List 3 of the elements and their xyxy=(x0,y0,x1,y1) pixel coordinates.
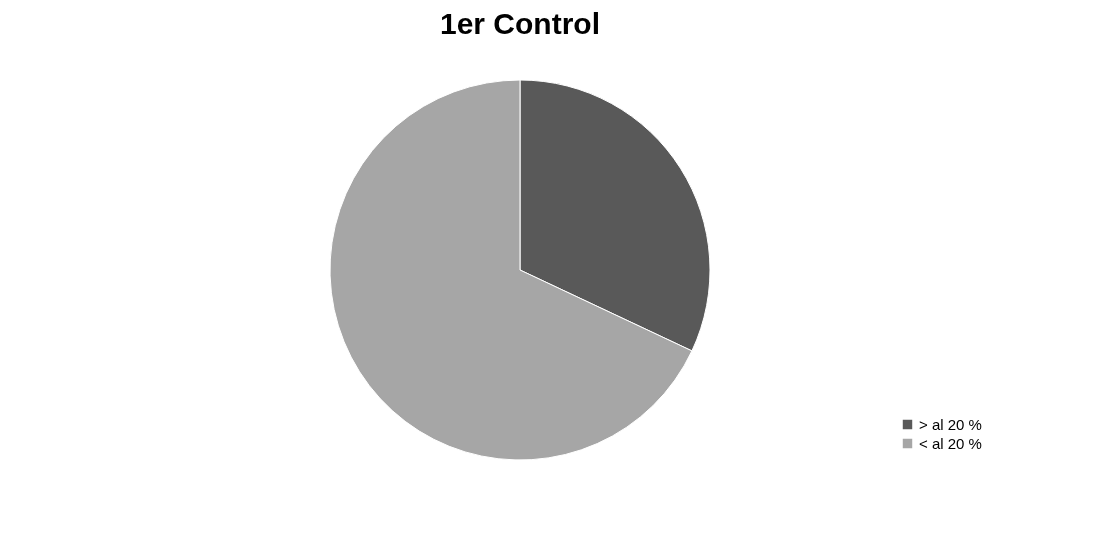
legend-label: < al 20 % xyxy=(919,434,982,452)
chart-title: 1er Control xyxy=(439,7,601,40)
legend-label: > al 20 % xyxy=(919,415,982,433)
